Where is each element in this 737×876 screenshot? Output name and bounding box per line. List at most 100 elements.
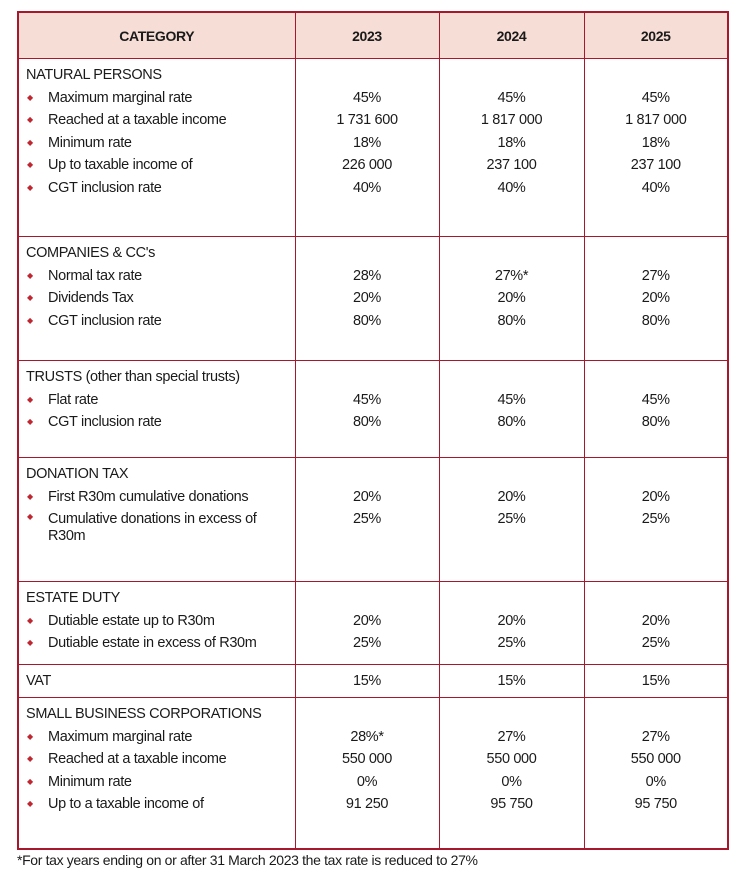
value: 25% bbox=[353, 635, 381, 652]
value-cell: 20% 25% bbox=[294, 581, 440, 665]
value: 550 000 bbox=[342, 751, 392, 768]
spacer bbox=[585, 64, 728, 87]
value: 95 750 bbox=[634, 796, 678, 813]
list-item: ◆ Up to a taxable income of bbox=[19, 793, 295, 816]
section-row: NATURAL PERSONS ◆ Maximum marginal rate ◆ Re… bbox=[17, 58, 729, 237]
section-row: TRUSTS (other than special trusts) ◆ Flat … bbox=[17, 360, 729, 458]
spacer bbox=[585, 703, 728, 726]
tax-rates-table: CATEGORY 2023 2024 2025 NATURAL PERSONS ◆… bbox=[17, 11, 729, 850]
value: 80% bbox=[497, 414, 526, 431]
list-item: ◆ Dutiable estate in excess of R30m bbox=[19, 632, 295, 655]
value-cell: 45% 80% bbox=[583, 360, 729, 458]
value-content: 20% 25% bbox=[585, 582, 728, 655]
category-content: ESTATE DUTY ◆ Dutiable estate up to R30m ◆ D… bbox=[19, 582, 295, 655]
value: 27% bbox=[497, 728, 526, 745]
list-item: ◆ CGT inclusion rate bbox=[19, 177, 295, 200]
list-item: ◆ First R30m cumulative donations bbox=[19, 486, 295, 509]
value: 40% bbox=[353, 179, 381, 196]
value-content: 20% 25% bbox=[585, 458, 728, 548]
value-content: 20% 25% bbox=[440, 458, 584, 548]
value: 45% bbox=[641, 89, 670, 106]
list-item: ◆ Flat rate bbox=[19, 389, 295, 412]
item-label: Dividends Tax bbox=[48, 290, 134, 307]
section-row: VAT 15% 15% 15% bbox=[17, 664, 729, 698]
diamond-bullet-icon: ◆ bbox=[27, 754, 33, 764]
header-year: 2023 bbox=[294, 11, 440, 59]
section-title: NATURAL PERSONS bbox=[26, 67, 162, 83]
value: 80% bbox=[641, 312, 670, 329]
diamond-bullet-icon: ◆ bbox=[27, 512, 33, 522]
diamond-bullet-icon: ◆ bbox=[27, 638, 33, 648]
header-year: 2024 bbox=[438, 11, 585, 59]
value-cell: 20% 25% bbox=[438, 581, 585, 665]
value: 237 100 bbox=[630, 157, 681, 174]
value: 45% bbox=[353, 391, 381, 408]
list-item: ◆ Minimum rate bbox=[19, 132, 295, 155]
item-label: CGT inclusion rate bbox=[48, 414, 162, 431]
header-category: CATEGORY bbox=[17, 11, 296, 59]
value-cell: 27% 20% 80% bbox=[583, 236, 729, 361]
section-title: SMALL BUSINESS CORPORATIONS bbox=[26, 706, 262, 722]
list-item: ◆ CGT inclusion rate bbox=[19, 310, 295, 333]
spacer bbox=[296, 366, 439, 389]
category-content: TRUSTS (other than special trusts) ◆ Flat … bbox=[19, 361, 295, 434]
value: 18% bbox=[497, 134, 526, 151]
diamond-bullet-icon: ◆ bbox=[27, 293, 33, 303]
spacer bbox=[296, 463, 439, 486]
diamond-bullet-icon: ◆ bbox=[27, 137, 33, 147]
spacer bbox=[585, 366, 728, 389]
value: 28% bbox=[353, 267, 381, 284]
section-title: COMPANIES & CC's bbox=[26, 245, 156, 261]
value-content: 45% 80% bbox=[585, 361, 728, 434]
diamond-bullet-icon: ◆ bbox=[27, 182, 33, 192]
value: 45% bbox=[641, 391, 670, 408]
header-year: 2025 bbox=[583, 11, 729, 59]
value: 237 100 bbox=[486, 157, 537, 174]
item-label: CGT inclusion rate bbox=[48, 312, 162, 329]
spacer bbox=[440, 587, 584, 610]
item-label: Dutiable estate up to R30m bbox=[48, 612, 215, 629]
value: 91 250 bbox=[345, 796, 389, 813]
value: 226 000 bbox=[342, 157, 392, 174]
category-cell: DONATION TAX ◆ First R30m cumulative donat… bbox=[17, 457, 296, 582]
spacer bbox=[440, 463, 584, 486]
list-item: ◆ Reached at a taxable income bbox=[19, 748, 295, 771]
category-cell: TRUSTS (other than special trusts) ◆ Flat … bbox=[17, 360, 296, 458]
value-cell: 27%* 20% 80% bbox=[438, 236, 585, 361]
value: 1 817 000 bbox=[625, 112, 687, 129]
section-title: TRUSTS (other than special trusts) bbox=[26, 369, 240, 385]
value-content: 45% 1 731 600 18% 226 000 40% bbox=[296, 59, 439, 200]
value-cell: 15% bbox=[583, 664, 729, 698]
spacer bbox=[296, 587, 439, 610]
item-label: Minimum rate bbox=[48, 134, 132, 151]
value: 80% bbox=[353, 414, 381, 431]
list-item: ◆ Maximum marginal rate bbox=[19, 87, 295, 110]
value: 25% bbox=[497, 635, 526, 652]
value: 18% bbox=[641, 134, 670, 151]
value: 0% bbox=[645, 773, 667, 790]
footnote: *For tax years ending on or after 31 Mar… bbox=[17, 852, 478, 868]
value-cell: 45% 80% bbox=[438, 360, 585, 458]
value: 550 000 bbox=[486, 751, 537, 768]
item-label: First R30m cumulative donations bbox=[48, 488, 249, 505]
spacer bbox=[296, 64, 439, 87]
value-cell: 27% 550 000 0% 95 750 bbox=[583, 697, 729, 849]
value-cell: 28%* 550 000 0% 91 250 bbox=[294, 697, 440, 849]
spacer bbox=[585, 587, 728, 610]
value: 40% bbox=[497, 179, 526, 196]
item-label: Flat rate bbox=[48, 391, 99, 408]
value-cell: 45% 1 731 600 18% 226 000 40% bbox=[294, 58, 440, 237]
value: 27% bbox=[641, 728, 670, 745]
value-content: 45% 80% bbox=[440, 361, 584, 434]
value: 80% bbox=[497, 312, 526, 329]
category-content: NATURAL PERSONS ◆ Maximum marginal rate ◆ Re… bbox=[19, 59, 295, 200]
item-label: Dutiable estate in excess of R30m bbox=[48, 635, 257, 652]
value-content: 27% 20% 80% bbox=[585, 237, 728, 332]
diamond-bullet-icon: ◆ bbox=[27, 417, 33, 427]
section-title: ESTATE DUTY bbox=[26, 590, 120, 606]
value: 40% bbox=[641, 179, 670, 196]
value: 20% bbox=[353, 488, 381, 505]
list-item: ◆ Dividends Tax bbox=[19, 287, 295, 310]
value: 18% bbox=[353, 134, 381, 151]
value: 20% bbox=[497, 488, 526, 505]
